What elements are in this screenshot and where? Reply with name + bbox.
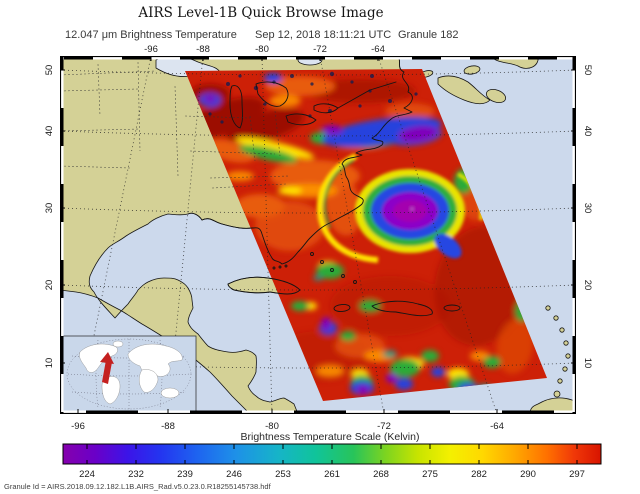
lon-label: -96 <box>71 421 85 432</box>
lat-label: 10 <box>44 358 55 369</box>
hurricane-feature <box>316 153 484 263</box>
coastline-overlay <box>60 56 461 317</box>
colorbar-tick-label: 246 <box>226 469 242 480</box>
lon-label: -88 <box>161 421 175 432</box>
lon-labels-bottom: -96 -88 -80 -72 -64 <box>71 421 504 432</box>
lat-label: 50 <box>582 65 593 76</box>
lat-label: 10 <box>582 358 593 369</box>
lat-label: 40 <box>44 126 55 137</box>
colorbar-title: Brightness Temperature Scale (Kelvin) <box>241 431 420 443</box>
colorbar: Brightness Temperature Scale (Kelvin) 22… <box>62 431 602 480</box>
lat-label: 40 <box>582 126 593 137</box>
colorbar-ticks <box>86 444 578 464</box>
cape-breton-island <box>485 89 507 103</box>
state-borders <box>60 61 291 189</box>
colorbar-tick-label: 290 <box>520 469 536 480</box>
puerto-rico-outline <box>443 304 461 312</box>
granule-label: Granule 182 <box>398 29 459 41</box>
pei-island <box>463 65 481 75</box>
colorbar-tick-label: 268 <box>373 469 389 480</box>
colorbar-tick-label: 275 <box>422 469 438 480</box>
lon-label: -96 <box>144 44 158 55</box>
colorbar-tick-label: 253 <box>275 469 291 480</box>
lon-label: -80 <box>255 44 269 55</box>
colorbar-tick-label: 282 <box>471 469 487 480</box>
map-canvas <box>60 56 576 414</box>
great-lakes-outlines <box>229 81 397 129</box>
lon-label: -64 <box>490 421 504 432</box>
lesser-antilles-islands <box>545 305 571 398</box>
inset-world-map <box>61 335 197 414</box>
colorbar-tick-label: 261 <box>324 469 340 480</box>
lat-label: 20 <box>582 280 593 291</box>
lon-label: -72 <box>377 421 391 432</box>
bahamas-keys-specks <box>272 252 357 284</box>
south-america-corner-land <box>529 397 576 414</box>
lat-label: 20 <box>44 280 55 291</box>
lat-label: 50 <box>44 65 55 76</box>
page-title: AIRS Level-1B Quick Browse Image <box>137 5 383 21</box>
colorbar-tick-label: 232 <box>128 469 144 480</box>
colorbar-tick-label: 239 <box>177 469 193 480</box>
product-label: 12.047 μm Brightness Temperature <box>65 29 237 41</box>
lon-label: -88 <box>196 44 210 55</box>
lat-label: 30 <box>44 203 55 214</box>
lon-labels-top: -96 -88 -80 -72 -64 <box>144 44 385 55</box>
jamaica-outline <box>333 303 351 313</box>
colorbar-tick-labels: 224 232 239 246 253 261 268 275 282 290 … <box>79 469 585 480</box>
datetime-label: Sep 12, 2018 18:11:21 UTC <box>255 29 391 41</box>
colorbar-tick-label: 297 <box>569 469 585 480</box>
lat-labels-right: 50 40 30 20 10 <box>582 65 593 369</box>
map-frame <box>60 56 576 414</box>
frame-ticks <box>60 56 576 414</box>
colorbar-tick-label: 224 <box>79 469 95 480</box>
lon-label: -64 <box>371 44 385 55</box>
granule-id-footer: Granule Id = AIRS.2018.09.12.182.L1B.AIR… <box>4 482 272 491</box>
lon-label: -80 <box>265 421 279 432</box>
hispaniola-outline <box>371 300 433 317</box>
inset-continents <box>79 340 183 405</box>
lon-label: -72 <box>313 44 327 55</box>
lat-labels-left: 50 40 30 20 10 <box>44 65 55 369</box>
lat-label: 30 <box>582 203 593 214</box>
swath-footprint-marker <box>100 352 114 384</box>
